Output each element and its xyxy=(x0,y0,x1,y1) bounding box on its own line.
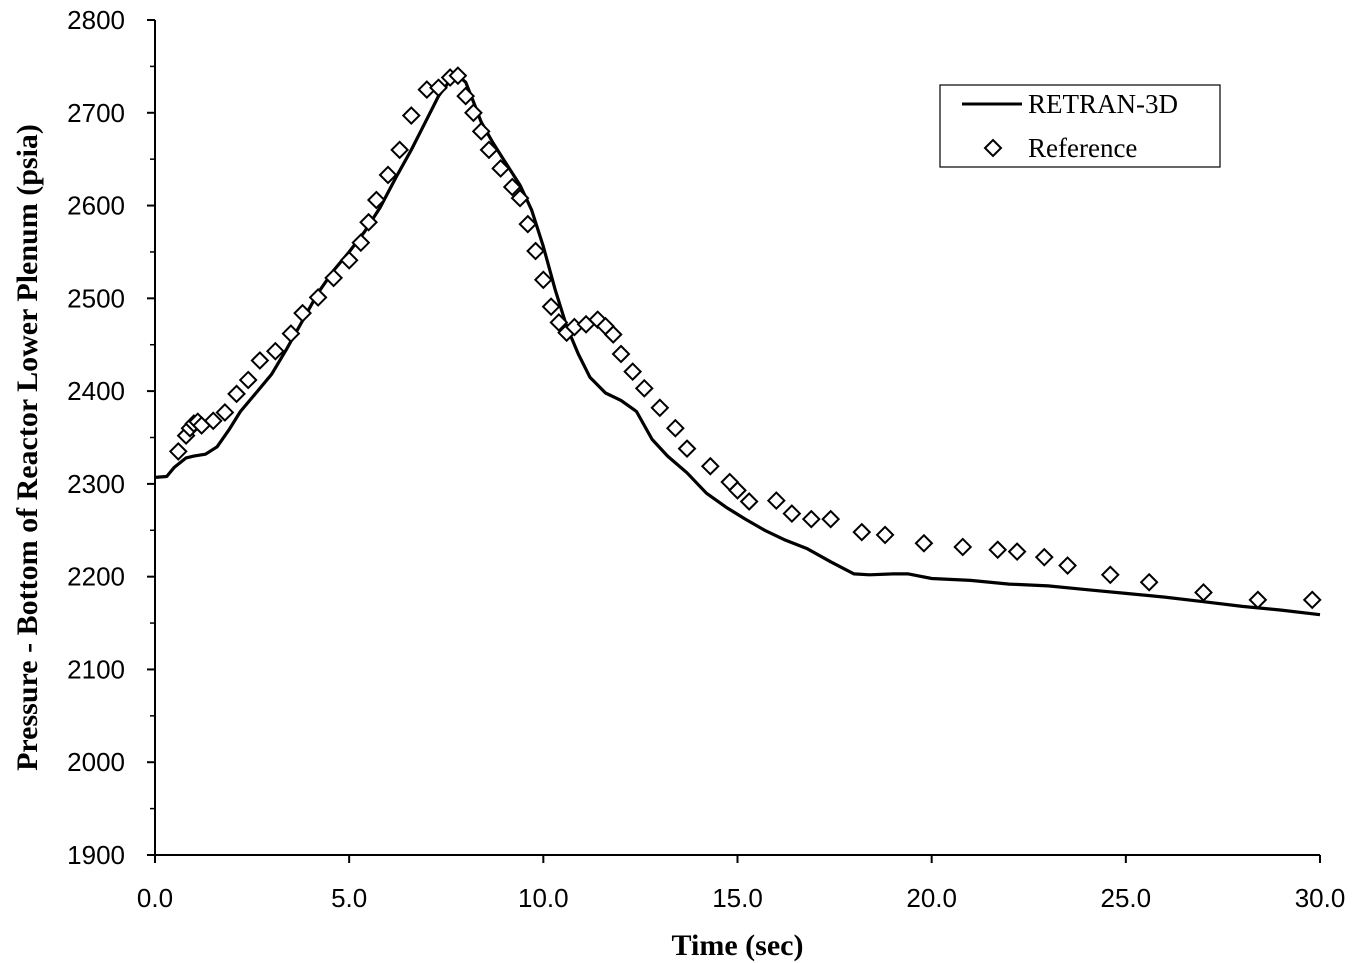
data-point-reference xyxy=(359,212,378,232)
data-point-reference xyxy=(227,384,246,404)
data-point-reference xyxy=(378,165,398,185)
data-point-reference xyxy=(1058,556,1077,575)
data-point-reference xyxy=(914,533,934,553)
series-line-retran-3d xyxy=(154,74,1321,617)
legend-box xyxy=(939,84,1221,168)
y-tick-label: 2400 xyxy=(67,376,125,406)
x-tick-label: 15.0 xyxy=(712,883,763,913)
data-point-reference xyxy=(1139,572,1159,592)
data-point-reference xyxy=(988,540,1008,560)
retran-3d-series xyxy=(154,74,1321,617)
y-tick-label: 2100 xyxy=(67,654,125,684)
x-axis-title: Time (sec) xyxy=(672,929,804,962)
data-point-reference xyxy=(502,177,522,197)
data-point-reference xyxy=(238,370,258,390)
data-point-reference xyxy=(456,86,476,106)
data-point-reference xyxy=(390,140,410,160)
data-point-reference xyxy=(852,522,872,542)
data-point-reference xyxy=(1248,590,1268,610)
y-tick-label: 2000 xyxy=(67,747,125,777)
y-tick-label: 2500 xyxy=(67,283,125,313)
y-axis-ticks: 1900 2000 2100 2200 2300 2400 2500 2600 2700 2800 xyxy=(67,5,155,870)
legend-label-retran-3d: RETRAN-3D xyxy=(1028,89,1178,119)
data-point-reference xyxy=(479,140,499,160)
y-tick-label: 2600 xyxy=(67,191,125,221)
y-tick-label: 1900 xyxy=(67,840,125,870)
data-point-reference xyxy=(533,270,553,290)
data-point-reference xyxy=(281,324,301,344)
legend-label-reference: Reference xyxy=(1028,133,1137,163)
data-point-reference xyxy=(623,362,643,382)
data-point-reference xyxy=(351,233,371,253)
data-point-reference xyxy=(782,504,802,523)
x-tick-label: 0.0 xyxy=(137,883,173,913)
data-point-reference xyxy=(739,492,759,511)
data-point-reference xyxy=(634,378,654,398)
data-point-reference xyxy=(1034,547,1054,567)
data-point-reference xyxy=(464,103,483,123)
data-point-reference xyxy=(541,297,561,317)
data-point-reference xyxy=(700,456,720,476)
data-point-reference xyxy=(366,190,386,210)
data-point-reference xyxy=(308,287,328,307)
data-point-reference xyxy=(215,403,235,422)
data-point-reference xyxy=(168,442,188,461)
data-point-reference xyxy=(665,418,685,438)
data-point-reference xyxy=(953,537,973,557)
legend-swatch-reference xyxy=(983,138,1003,158)
data-point-reference xyxy=(801,509,821,529)
data-point-reference xyxy=(1100,565,1120,585)
data-point-reference xyxy=(339,250,359,270)
x-tick-label: 30.0 xyxy=(1295,883,1346,913)
data-point-reference xyxy=(203,411,223,431)
x-tick-label: 25.0 xyxy=(1101,883,1152,913)
data-point-reference xyxy=(650,398,670,418)
data-point-reference xyxy=(518,214,538,234)
data-point-reference xyxy=(429,78,448,98)
y-tick-label: 2800 xyxy=(67,5,125,35)
y-axis-title: Pressure - Bottom of Reactor Lower Plenu… xyxy=(11,124,44,771)
data-point-reference xyxy=(611,344,631,364)
data-point-reference xyxy=(821,509,841,529)
data-point-reference xyxy=(265,341,285,361)
data-point-reference xyxy=(677,439,697,459)
data-point-reference xyxy=(510,188,530,208)
data-point-reference xyxy=(1194,583,1213,602)
y-tick-label: 2300 xyxy=(67,469,125,499)
reference-series xyxy=(168,66,1322,610)
x-tick-label: 20.0 xyxy=(906,883,957,913)
data-point-reference xyxy=(448,66,468,86)
legend: RETRAN-3D Reference xyxy=(939,84,1221,168)
data-point-reference xyxy=(603,325,623,344)
data-point-reference xyxy=(293,303,312,323)
data-point-reference xyxy=(401,106,421,125)
y-tick-label: 2700 xyxy=(67,98,125,128)
data-point-reference xyxy=(491,159,511,178)
y-tick-label: 2200 xyxy=(67,562,125,592)
data-point-reference xyxy=(728,480,747,500)
data-point-reference xyxy=(1302,590,1322,610)
x-tick-label: 5.0 xyxy=(331,883,367,913)
data-point-reference xyxy=(875,525,895,545)
x-tick-label: 10.0 xyxy=(518,883,569,913)
data-point-reference xyxy=(549,313,569,332)
x-axis-ticks: 0.0 5.0 10.0 15.0 20.0 25.0 30.0 xyxy=(137,855,1345,913)
data-point-reference xyxy=(250,351,270,370)
data-point-reference xyxy=(766,491,786,511)
data-point-reference xyxy=(1007,542,1027,562)
data-point-reference xyxy=(324,268,344,288)
data-point-reference xyxy=(471,121,491,141)
data-point-reference xyxy=(526,241,545,261)
